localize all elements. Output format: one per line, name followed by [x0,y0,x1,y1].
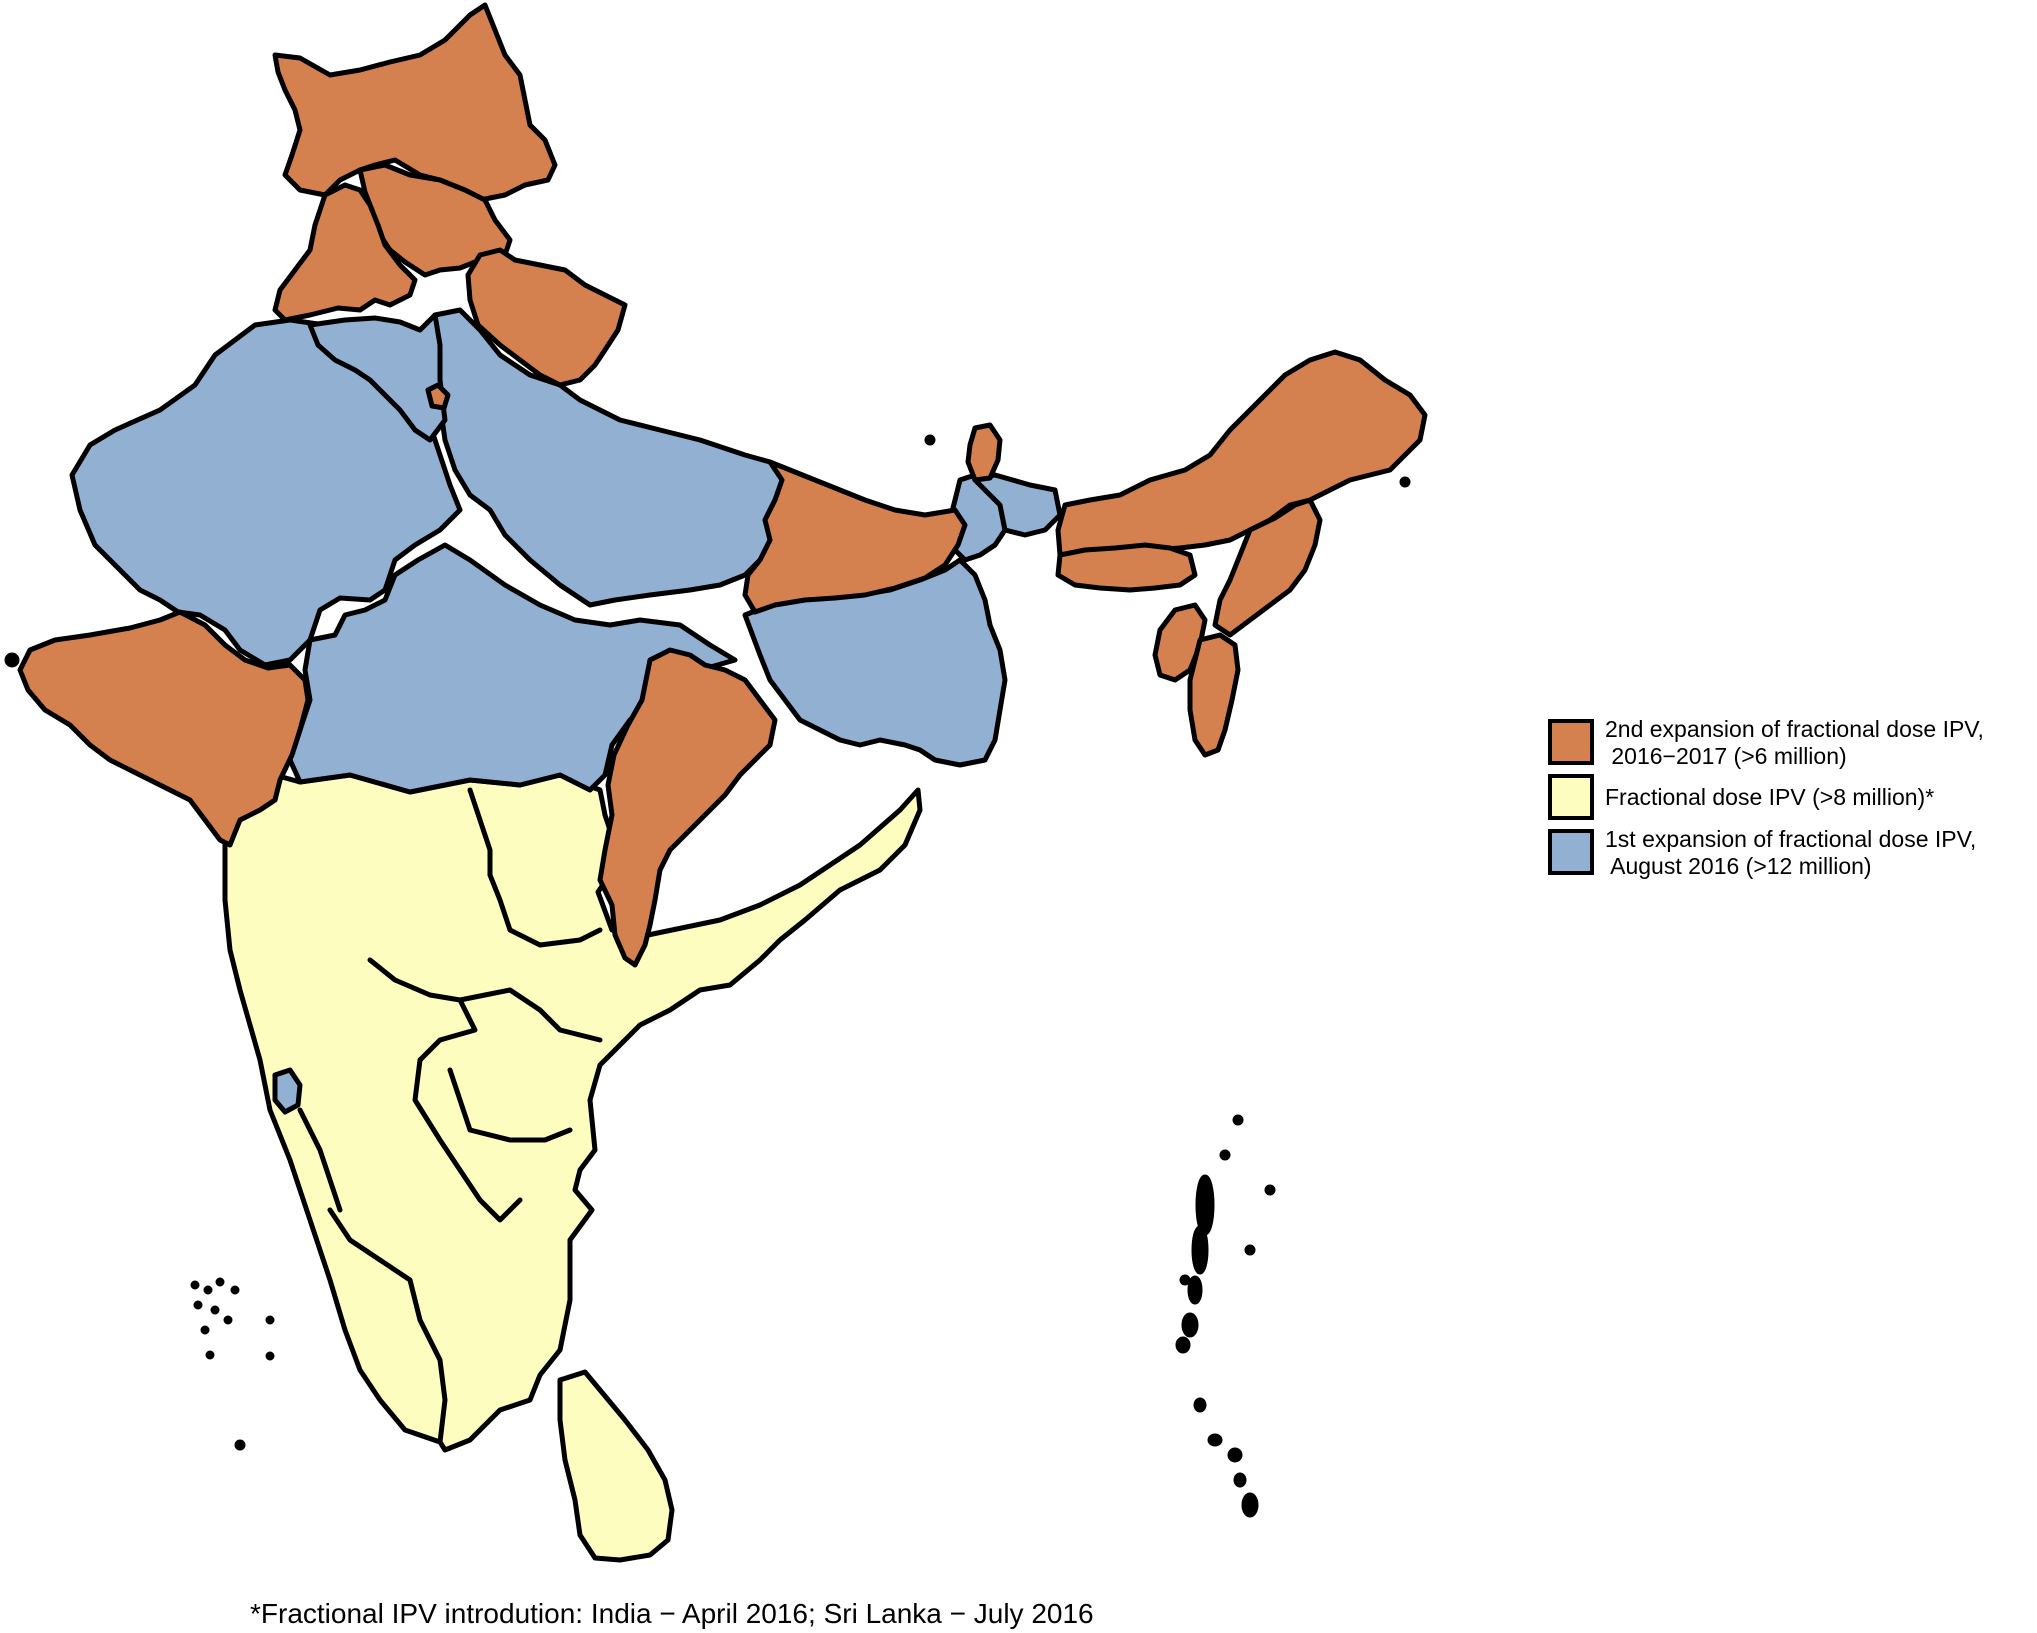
region-bihar [742,459,968,615]
region-nagaland-manipur [1212,497,1323,638]
region-goa [272,1067,303,1115]
region-mizoram [1187,632,1241,758]
region-punjab [272,182,418,323]
andaman-nicobar-islands [1175,1114,1276,1518]
legend-item-first-expansion: 1st expansion of fractional dose IPV, Au… [1548,826,2028,880]
region-chhattisgarh [597,647,778,968]
region-west-bengal-strip [965,422,1003,483]
region-jammu-kashmir [272,2,558,203]
legend-item-second-expansion: 2nd expansion of fractional dose IPV, 20… [1548,716,2028,770]
region-sri-lanka [557,1369,675,1563]
legend-swatch-first-expansion [1548,829,1594,875]
internal-borders [297,787,603,1445]
region-uttarakhand [465,247,628,388]
footnote: *Fractional IPV introdution: India − Apr… [250,1598,1094,1629]
region-chandigarh [425,382,451,411]
region-sikkim-darjeeling [972,472,1063,538]
islands-misc [4,434,1411,668]
legend-swatch-second-expansion [1548,719,1594,765]
region-south-india [222,772,923,1453]
legend-label-first-expansion: 1st expansion of fractional dose IPV, Au… [1605,826,1977,879]
region-gujarat [17,609,311,848]
legend-item-fractional-dose: Fractional dose IPV (>8 million)* [1548,771,2028,825]
region-uttar-pradesh [427,307,793,608]
region-meghalaya [1055,542,1198,593]
region-haryana-delhi [307,312,448,443]
lakshadweep-islands [190,1277,275,1451]
legend: 2nd expansion of fractional dose IPV, 20… [1548,716,2028,881]
region-northeast-main [1055,349,1428,568]
legend-label-fractional-dose: Fractional dose IPV (>8 million)* [1605,784,1935,810]
legend-label-second-expansion: 2nd expansion of fractional dose IPV, 20… [1605,716,1984,769]
legend-swatch-fractional-dose [1548,774,1594,820]
